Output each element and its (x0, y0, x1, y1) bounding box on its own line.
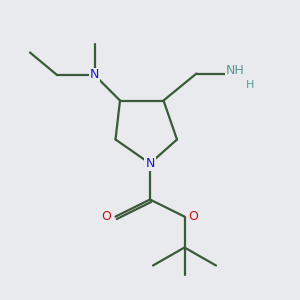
Text: O: O (102, 210, 111, 223)
Text: N: N (145, 157, 155, 170)
Text: O: O (189, 210, 198, 223)
Text: H: H (246, 80, 255, 90)
Text: N: N (90, 68, 99, 82)
Text: NH: NH (226, 64, 245, 77)
